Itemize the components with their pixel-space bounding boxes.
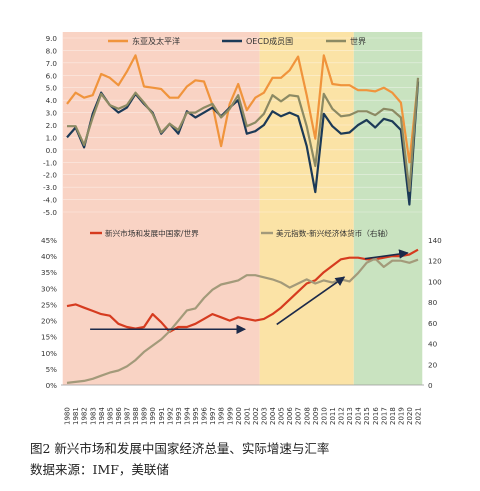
x-tick-label: 1981 [72, 407, 80, 425]
x-tick-label: 1980 [64, 407, 72, 425]
bottom-y2-tick-label: 60 [428, 319, 438, 328]
x-tick-label: 2019 [397, 407, 405, 425]
bottom-legend-label-2: 美元指数-新兴经济体货币（右轴） [276, 228, 393, 238]
x-tick-label: 2001 [243, 407, 251, 425]
chart-figure: 9.0 8.0 7.0 6.0 5.0 4.0 3.0 2.0 1.0 0.0 -1.0 -2.0 -3… [41, 32, 442, 425]
top-series-line-3 [67, 77, 420, 192]
x-tick-label: 1993 [175, 407, 183, 425]
x-tick-label: 1999 [226, 407, 234, 425]
bottom-y2-tick-label: 40 [428, 340, 438, 349]
top-legend-label-3: 世界 [350, 36, 366, 46]
period-band-1 [62, 32, 260, 385]
x-tick-label: 1990 [149, 407, 157, 425]
x-tick-label: 1998 [218, 407, 226, 425]
bottom-y-tick-label: 30% [41, 284, 57, 293]
bottom-series-line-2 [66, 257, 419, 384]
top-chart-grid [63, 37, 422, 213]
x-tick-label: 1985 [106, 407, 114, 425]
top-y-tick-label: -2.0 [43, 171, 57, 180]
top-y-tick-label: 1.0 [46, 133, 58, 142]
x-tick-label: 2010 [320, 407, 328, 425]
bottom-y-tick-label: 35% [41, 268, 57, 277]
bottom-y-tick-label: 25% [41, 300, 57, 309]
x-tick-label: 1983 [89, 407, 97, 425]
x-tick-label: 1996 [201, 407, 209, 425]
x-tick-label: 1986 [115, 407, 123, 425]
x-tick-label: 2015 [363, 407, 371, 425]
bottom-y-tick-label: 10% [41, 349, 57, 358]
bottom-y2-tick-label: 20 [428, 360, 438, 369]
x-tick-label: 2009 [312, 407, 320, 425]
bottom-series-line-1 [66, 248, 419, 333]
x-tick-label: 2005 [278, 407, 286, 425]
bottom-y2-tick-label: 80 [428, 298, 438, 307]
top-series-line-2 [66, 81, 420, 206]
x-tick-label: 1989 [141, 407, 149, 425]
period-bands [62, 32, 423, 385]
x-tick-label: 2014 [355, 407, 363, 425]
x-tick-label: 2002 [252, 407, 260, 425]
x-tick-label: 2021 [415, 407, 423, 425]
x-tick-label: 1995 [192, 407, 200, 425]
bottom-y2-tick-label: 0 [428, 381, 433, 390]
top-y-tick-label: 5.0 [46, 84, 58, 93]
x-tick-label: 1987 [124, 407, 132, 425]
top-y-tick-label: 9.0 [46, 34, 58, 43]
bottom-y-tick-label: 5% [46, 365, 58, 374]
top-y-tick-label: 8.0 [46, 46, 58, 55]
figure-caption: 图2 新兴市场和发展中国家经济总量、实际增速与汇率 [30, 441, 330, 456]
x-tick-label: 1991 [158, 407, 166, 425]
top-y-tick-label: -4.0 [43, 196, 57, 205]
x-tick-label: 2013 [346, 407, 354, 425]
bottom-y-tick-label: 20% [41, 317, 57, 326]
x-tick-label: 2012 [338, 407, 346, 425]
bottom-y2-tick-label: 100 [428, 277, 442, 286]
bottom-y2-tick-label: 140 [428, 236, 442, 245]
x-tick-label: 2008 [303, 407, 311, 425]
x-tick-label: 2007 [295, 407, 303, 425]
x-tick-label: 1994 [183, 407, 191, 425]
trend-arrow-2 [276, 276, 346, 326]
bottom-y2-tick-label: 120 [428, 257, 442, 266]
x-tick-label: 2020 [406, 407, 414, 425]
top-series-line-1 [66, 54, 420, 164]
trend-arrows [90, 249, 409, 335]
x-tick-label: 2016 [372, 407, 380, 425]
x-tick-label: 1992 [166, 407, 174, 425]
period-band-3 [353, 32, 423, 385]
x-tick-label: 2018 [389, 407, 397, 425]
top-y-tick-label: 7.0 [46, 59, 58, 68]
x-tick-label: 1997 [209, 407, 217, 425]
top-chart-series [66, 54, 420, 206]
x-tick-label: 2006 [286, 407, 294, 425]
top-y-tick-label: 3.0 [46, 109, 58, 118]
bottom-legend-label-1: 新兴市场和发展中国家/世界 [105, 228, 199, 238]
top-y-tick-label: 4.0 [46, 96, 58, 105]
top-y-tick-label: 2.0 [46, 121, 58, 130]
x-tick-label: 2011 [329, 407, 337, 425]
bottom-y-tick-label: 0% [46, 381, 58, 390]
bottom-chart-series [66, 248, 419, 384]
x-tick-label: 2017 [380, 407, 388, 425]
top-legend-label-1: 东亚及太平洋 [132, 36, 180, 46]
data-source: 数据来源：IMF，美联储 [30, 462, 169, 477]
bottom-y-tick-label: 15% [41, 333, 57, 342]
x-tick-label: 1982 [81, 407, 89, 425]
x-tick-label: 2004 [269, 407, 277, 425]
top-y-tick-label: 0.0 [46, 146, 58, 155]
trend-arrow-3 [364, 249, 409, 260]
bottom-y-tick-label: 40% [41, 252, 57, 261]
top-y-tick-label: -5.0 [43, 208, 57, 217]
top-y-tick-label: -3.0 [43, 183, 57, 192]
top-y-tick-label: -1.0 [43, 158, 57, 167]
x-tick-label: 2003 [261, 407, 269, 425]
x-tick-label: 2000 [235, 407, 243, 425]
bottom-y-tick-label: 45% [41, 236, 57, 245]
x-tick-label: 1988 [132, 407, 140, 425]
top-legend-label-2: OECD成员国 [246, 36, 293, 46]
x-tick-label: 1984 [98, 407, 106, 425]
axes: 9.0 8.0 7.0 6.0 5.0 4.0 3.0 2.0 1.0 0.0 -1.0 -2.0 -3… [41, 34, 442, 425]
top-y-tick-label: 6.0 [46, 71, 58, 80]
